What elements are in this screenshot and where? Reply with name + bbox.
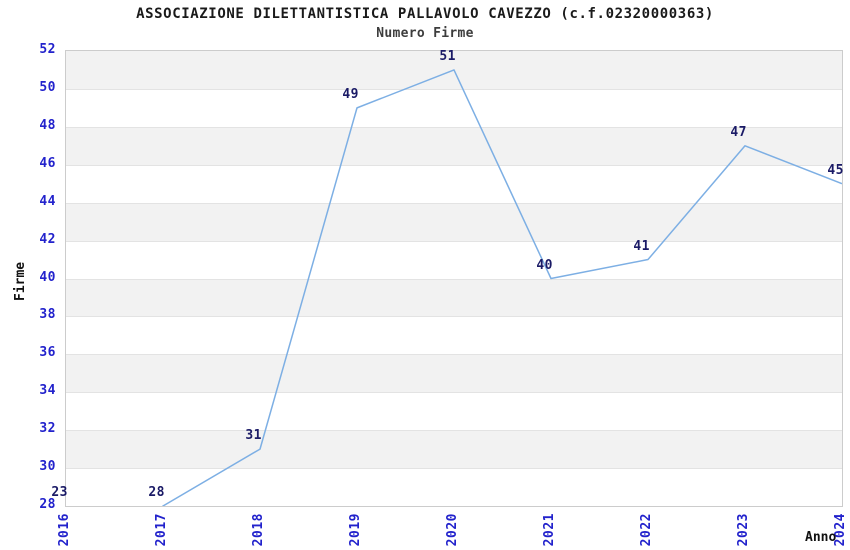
data-point-label: 28	[148, 485, 165, 500]
plot-band	[66, 126, 842, 165]
plot-band	[66, 316, 842, 355]
x-tick-label: 2018	[251, 513, 266, 547]
series-layer	[161, 69, 842, 506]
x-axis-title: Anno	[805, 530, 837, 545]
series-line	[161, 69, 842, 506]
y-tick-label: 38	[39, 307, 56, 323]
data-point-label: 23	[51, 485, 68, 500]
plot-band	[66, 354, 842, 393]
y-tick-label: 40	[39, 269, 56, 285]
data-point-label: 45	[827, 162, 844, 178]
data-point-label: 51	[439, 48, 456, 64]
gridline	[66, 202, 842, 204]
data-point-label: 49	[342, 86, 359, 102]
gridline	[66, 164, 842, 166]
chart-title: ASSOCIAZIONE DILETTANTISTICA PALLAVOLO C…	[136, 6, 714, 22]
gridline	[66, 126, 842, 128]
gridline	[66, 278, 842, 280]
plot-band	[66, 278, 842, 317]
plot-band	[66, 392, 842, 431]
y-tick-label: 34	[39, 383, 56, 399]
x-tick-label: 2019	[348, 513, 363, 547]
y-tick-label: 52	[39, 42, 56, 57]
plot-band	[66, 202, 842, 241]
y-tick-label: 28	[39, 497, 56, 512]
chart-subtitle: Numero Firme	[376, 26, 474, 41]
x-tick-label: 2021	[542, 513, 557, 547]
gridline	[66, 468, 842, 470]
plot-area	[65, 50, 843, 507]
x-tick-label: 2016	[57, 513, 72, 547]
gridline	[66, 88, 842, 90]
data-point-label: 40	[536, 257, 553, 273]
plot-band	[66, 430, 842, 469]
plot-band	[66, 88, 842, 127]
y-tick-label: 44	[39, 193, 56, 209]
plot-band	[66, 240, 842, 279]
y-tick-label: 42	[39, 231, 56, 247]
x-tick-label: 2020	[445, 513, 460, 547]
x-tick-label: 2022	[639, 513, 654, 547]
y-tick-label: 30	[39, 459, 56, 475]
data-point-label: 47	[730, 124, 747, 140]
gridline	[66, 316, 842, 318]
y-tick-label: 36	[39, 345, 56, 361]
y-tick-label: 32	[39, 421, 56, 437]
gridline	[66, 392, 842, 394]
plot-bands-layer	[66, 51, 842, 506]
x-tick-label: 2023	[736, 513, 751, 547]
gridline	[66, 240, 842, 242]
y-tick-label: 48	[39, 117, 56, 133]
data-point-label: 31	[245, 428, 262, 444]
x-tick-label: 2017	[154, 513, 169, 547]
y-tick-label: 46	[39, 155, 56, 171]
data-point-label: 41	[633, 238, 650, 254]
y-axis-title: Firme	[13, 261, 28, 301]
gridline	[66, 430, 842, 432]
gridline	[66, 354, 842, 356]
y-tick-label: 50	[39, 79, 56, 95]
